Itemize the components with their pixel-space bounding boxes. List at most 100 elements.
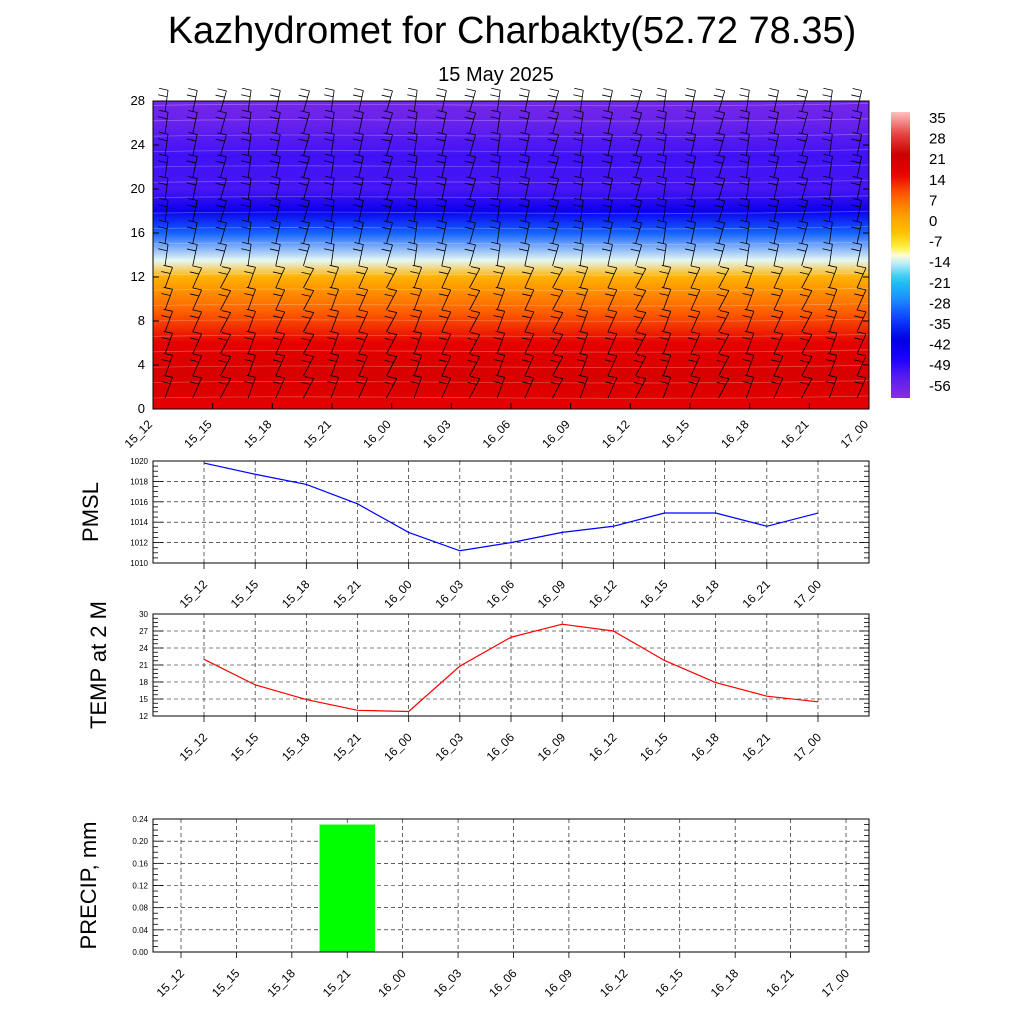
wind-barb xyxy=(192,134,198,157)
wind-barb-flag xyxy=(355,381,366,385)
wind-barb-flag xyxy=(470,332,480,335)
wind-barb xyxy=(828,333,838,355)
x-tick-label: 15_12 xyxy=(177,577,211,611)
wind-barb xyxy=(552,312,564,333)
wind-barb xyxy=(773,112,779,135)
wind-barb-flag xyxy=(715,110,725,114)
wind-barb-flag xyxy=(491,131,501,135)
x-tick-label: 15_21 xyxy=(330,577,364,611)
wind-barb xyxy=(275,244,281,267)
wind-barb xyxy=(773,200,779,223)
wind-barb-flag xyxy=(218,272,228,275)
wind-barb xyxy=(496,178,501,201)
y-tick-label: 1018 xyxy=(130,477,148,486)
wind-barb-flag xyxy=(301,360,311,363)
wind-barb-flag xyxy=(550,382,560,385)
wind-barb-flag xyxy=(719,310,730,313)
wind-barb-flag xyxy=(215,94,225,98)
wind-barb xyxy=(662,200,667,223)
wind-barb-flag xyxy=(186,116,196,120)
wind-barb-flag xyxy=(685,248,695,252)
wind-barb xyxy=(856,222,862,245)
wind-barb-flag xyxy=(518,160,529,164)
wind-barb xyxy=(579,112,584,135)
wind-barb-flag xyxy=(659,381,669,384)
x-tick-label: 16_06 xyxy=(480,417,514,451)
wind-barb-flag xyxy=(656,94,666,98)
wind-barb-flag xyxy=(158,248,168,252)
wind-barb-flag xyxy=(739,226,749,230)
wind-barb-flag xyxy=(633,382,643,385)
wind-barb xyxy=(607,178,613,201)
wind-barb-flag xyxy=(186,204,196,208)
wind-barb-flag xyxy=(241,160,251,164)
contour-line xyxy=(152,180,870,184)
wind-barb-flag xyxy=(301,294,311,297)
x-tick-label: 16_09 xyxy=(539,417,573,451)
wind-barb-flag xyxy=(493,359,503,362)
wind-barb xyxy=(718,178,726,201)
wind-barb-flag xyxy=(823,175,833,179)
wind-barb xyxy=(856,178,862,201)
x-tick-label: 16_21 xyxy=(763,966,797,1000)
page-title: Kazhydromet for Charbakty(52.72 78.35) xyxy=(167,10,857,52)
wind-barb-flag xyxy=(269,204,280,208)
wind-barb xyxy=(303,312,315,333)
wind-barb xyxy=(358,134,364,157)
wind-barb-flag xyxy=(408,241,418,245)
x-tick-label: 16_21 xyxy=(739,730,773,764)
wind-barb-flag xyxy=(464,160,474,164)
wind-barb xyxy=(773,333,784,355)
wind-barb-flag xyxy=(408,219,418,223)
wind-barb-flag xyxy=(241,116,251,120)
wind-barb-flag xyxy=(632,220,642,224)
wind-barb-flag xyxy=(688,271,698,275)
wind-barb-flag xyxy=(715,154,725,158)
wind-barb-flag xyxy=(491,241,501,245)
wind-barb xyxy=(718,244,726,267)
wind-barb-flag xyxy=(796,138,806,142)
wind-barb-flag xyxy=(381,94,391,98)
wind-barb-flag xyxy=(796,160,806,164)
wind-barb-flag xyxy=(275,331,285,335)
wind-barb xyxy=(718,334,730,355)
x-tick-label: 16_21 xyxy=(739,577,773,611)
wind-barb-flag xyxy=(659,359,669,362)
wind-barb-flag xyxy=(408,197,418,201)
wind-barb-flag xyxy=(549,88,559,92)
wind-barb xyxy=(219,244,227,267)
wind-barb-flag xyxy=(466,198,476,202)
wind-barb-flag xyxy=(851,138,861,142)
wind-barb-flag xyxy=(217,132,227,136)
wind-barb-flag xyxy=(657,87,667,91)
wind-barb xyxy=(496,267,506,289)
wind-barb-flag xyxy=(607,375,617,379)
wind-barb-flag xyxy=(161,293,171,296)
y-tick-label: 12 xyxy=(131,269,145,284)
wind-barb-flag xyxy=(189,315,200,319)
colorbar-label: -28 xyxy=(929,295,951,312)
wind-barb-flag xyxy=(518,138,529,142)
wind-barb-flag xyxy=(158,116,168,120)
wind-barb-flag xyxy=(215,226,225,230)
wind-barb-flag xyxy=(851,226,861,230)
wind-barb xyxy=(635,156,643,179)
wind-barb-flag xyxy=(771,381,781,385)
wind-barb xyxy=(275,311,286,333)
wind-barb-flag xyxy=(633,360,643,363)
wind-barb-flag xyxy=(825,337,835,340)
wind-barb xyxy=(801,290,813,311)
wind-barb xyxy=(607,156,613,179)
wind-barb xyxy=(330,134,335,157)
wind-barb-flag xyxy=(387,376,397,379)
wind-barb-flag xyxy=(739,182,749,186)
wind-barb xyxy=(718,356,730,377)
wind-barb xyxy=(552,178,559,201)
wind-barb-flag xyxy=(435,182,446,186)
wind-barb-flag xyxy=(158,87,169,91)
wind-barb xyxy=(386,312,398,333)
wind-barb xyxy=(690,178,696,201)
wind-barb xyxy=(220,334,232,355)
wind-barb xyxy=(773,244,779,267)
wind-barb-flag xyxy=(686,88,696,91)
